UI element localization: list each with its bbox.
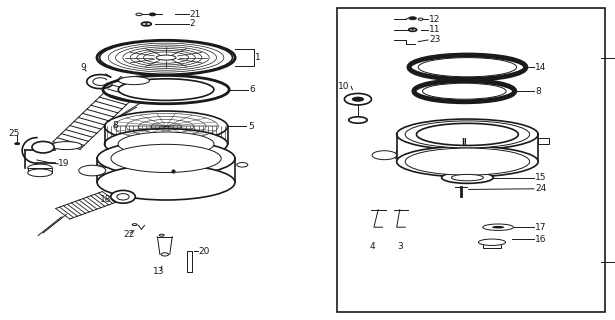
Ellipse shape <box>97 165 235 200</box>
Text: 13: 13 <box>153 268 164 276</box>
Bar <box>187 251 192 272</box>
Text: 20: 20 <box>198 247 209 256</box>
Ellipse shape <box>161 253 169 256</box>
Bar <box>28 168 52 173</box>
Bar <box>397 134 538 162</box>
Text: 8: 8 <box>113 121 119 130</box>
Ellipse shape <box>451 174 483 181</box>
Ellipse shape <box>237 163 248 167</box>
Ellipse shape <box>149 13 156 16</box>
Text: 17: 17 <box>535 223 547 232</box>
Ellipse shape <box>97 141 235 176</box>
Ellipse shape <box>397 146 538 177</box>
Ellipse shape <box>100 41 232 74</box>
Text: 10: 10 <box>338 82 350 91</box>
Ellipse shape <box>416 123 518 146</box>
Text: 21: 21 <box>189 10 200 19</box>
Ellipse shape <box>111 190 135 203</box>
Text: 5: 5 <box>248 122 253 131</box>
Ellipse shape <box>409 55 526 79</box>
Ellipse shape <box>118 79 214 100</box>
Ellipse shape <box>79 165 106 176</box>
Ellipse shape <box>28 164 52 172</box>
Text: 6: 6 <box>250 85 255 94</box>
Ellipse shape <box>118 132 214 156</box>
Text: 22: 22 <box>123 230 134 239</box>
Text: 18: 18 <box>100 195 112 204</box>
Ellipse shape <box>136 13 142 16</box>
Ellipse shape <box>344 93 371 105</box>
Ellipse shape <box>418 18 423 20</box>
Ellipse shape <box>408 28 417 31</box>
Ellipse shape <box>411 29 415 30</box>
Ellipse shape <box>418 58 517 77</box>
Ellipse shape <box>423 83 506 99</box>
Text: 1: 1 <box>255 53 261 62</box>
Ellipse shape <box>414 81 515 102</box>
Polygon shape <box>56 192 116 219</box>
Text: 15: 15 <box>535 173 547 182</box>
Text: 16: 16 <box>535 235 547 244</box>
Ellipse shape <box>478 239 506 245</box>
Text: 8: 8 <box>535 87 541 96</box>
Ellipse shape <box>405 148 530 175</box>
Text: 3: 3 <box>397 242 403 251</box>
Ellipse shape <box>159 234 164 236</box>
Ellipse shape <box>105 129 228 159</box>
Ellipse shape <box>105 111 228 142</box>
Bar <box>105 126 228 144</box>
Bar <box>538 138 549 144</box>
Text: 23: 23 <box>429 36 440 44</box>
Polygon shape <box>53 77 148 149</box>
Text: II: II <box>461 138 467 147</box>
Text: 12: 12 <box>429 15 440 24</box>
Text: 24: 24 <box>535 184 546 193</box>
Ellipse shape <box>409 17 416 20</box>
Ellipse shape <box>117 194 129 200</box>
Text: 9: 9 <box>80 63 86 72</box>
Ellipse shape <box>372 151 397 160</box>
Ellipse shape <box>442 172 493 183</box>
Bar <box>337 8 605 312</box>
Ellipse shape <box>483 224 514 230</box>
Text: 25: 25 <box>9 129 20 138</box>
Ellipse shape <box>111 144 221 172</box>
Text: 4: 4 <box>369 242 375 251</box>
Ellipse shape <box>51 141 82 149</box>
Ellipse shape <box>15 143 20 145</box>
Ellipse shape <box>141 22 151 26</box>
Ellipse shape <box>103 76 229 104</box>
Ellipse shape <box>492 226 504 228</box>
Ellipse shape <box>97 40 235 75</box>
Ellipse shape <box>145 23 148 25</box>
Text: 11: 11 <box>429 25 441 34</box>
Ellipse shape <box>156 55 176 60</box>
Ellipse shape <box>32 141 54 153</box>
Ellipse shape <box>28 169 52 177</box>
Ellipse shape <box>405 121 530 148</box>
Ellipse shape <box>349 117 367 123</box>
Text: 2: 2 <box>189 20 195 28</box>
Ellipse shape <box>352 97 364 102</box>
Ellipse shape <box>397 119 538 150</box>
Bar <box>97 158 235 182</box>
Ellipse shape <box>119 76 149 84</box>
Bar <box>483 242 501 248</box>
Text: 19: 19 <box>58 159 70 168</box>
Text: 14: 14 <box>535 63 546 72</box>
Ellipse shape <box>132 224 137 226</box>
